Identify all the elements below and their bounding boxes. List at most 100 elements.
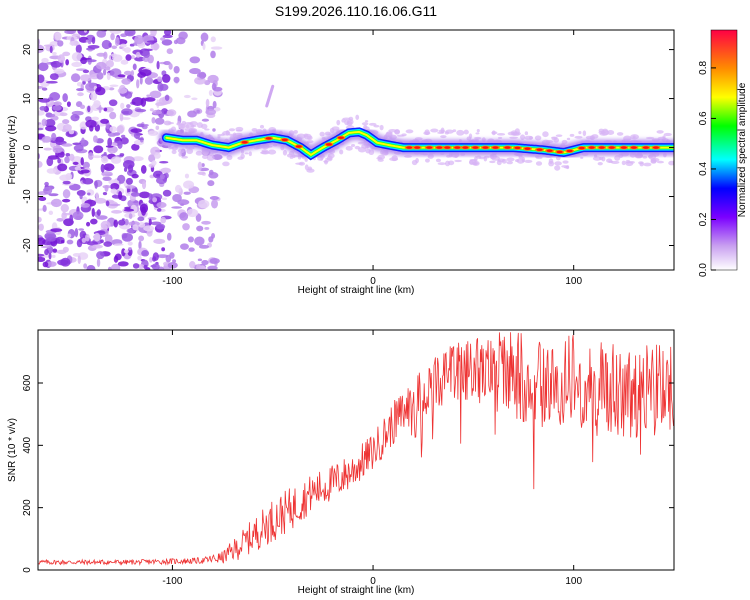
track-halo	[326, 155, 333, 162]
top-x-ticks: -100 0 100	[162, 30, 582, 287]
track-halo	[550, 136, 558, 139]
noise-blob	[80, 169, 90, 174]
noise-blob	[64, 30, 75, 34]
noise-blob	[131, 173, 139, 179]
noise-blob	[136, 123, 146, 128]
noise-blob	[109, 84, 119, 88]
track-hot-spot	[265, 137, 272, 140]
noise-blob	[101, 155, 109, 164]
noise-blob	[141, 206, 147, 216]
noise-blob	[79, 104, 86, 109]
track-halo	[222, 130, 231, 136]
noise-blob	[72, 142, 81, 146]
noise-blob	[163, 120, 172, 126]
track-halo	[589, 135, 595, 141]
noise-blob	[175, 184, 182, 193]
noise-blob	[49, 73, 59, 80]
noise-blob	[138, 222, 146, 228]
track-halo	[235, 126, 244, 132]
noise-blob	[62, 180, 71, 185]
track-halo	[657, 136, 666, 141]
noise-blob	[96, 209, 101, 216]
noise-blob	[102, 68, 107, 76]
noise-blob	[120, 59, 129, 65]
track-halo	[452, 129, 457, 133]
noise-blob	[162, 34, 173, 39]
noise-blob	[125, 185, 136, 189]
top-y-axis-label: Frequency (Hz)	[7, 116, 18, 185]
noise-blob	[210, 46, 223, 50]
snr-panel: -100 0 100 0 200 400 600 Height of straight l…	[7, 329, 675, 596]
noise-blob	[90, 92, 98, 101]
noise-blob	[171, 206, 182, 209]
track-halo	[167, 121, 174, 125]
track-hot-spot	[426, 146, 433, 149]
track-hot-spot	[504, 146, 511, 149]
track-halo	[170, 146, 174, 150]
noise-blob	[168, 63, 173, 70]
noise-blob	[46, 157, 54, 167]
noise-blob	[117, 140, 123, 149]
noise-blob	[56, 217, 64, 222]
track-hot-spot	[325, 143, 332, 146]
noise-blob	[151, 160, 157, 166]
noise-blob	[50, 198, 62, 208]
noise-blob	[98, 104, 102, 114]
noise-blob	[62, 119, 70, 125]
snr-frame	[37, 329, 675, 571]
track-halo	[209, 152, 214, 157]
noise-blob	[80, 202, 91, 208]
noise-blob	[161, 197, 168, 201]
noise-blob	[154, 117, 165, 125]
colorbar-tick-label: 0.2	[698, 212, 709, 226]
noise-blob	[162, 74, 171, 83]
noise-blob	[88, 152, 94, 160]
noise-blob	[93, 145, 104, 154]
noise-blob	[52, 145, 63, 154]
noise-blob	[108, 87, 115, 91]
noise-blob	[41, 57, 49, 64]
bottom-x-ticks: -100 0 100	[162, 330, 582, 587]
noise-blob	[38, 253, 45, 257]
noise-blob	[85, 119, 97, 128]
noise-blob	[117, 74, 126, 78]
noise-blob	[166, 48, 174, 55]
colorbar-tick-label: 0.4	[698, 162, 709, 176]
noise-blob	[113, 255, 119, 263]
noise-blob	[142, 56, 150, 62]
track-halo	[248, 151, 252, 157]
noise-blob	[102, 176, 112, 181]
noise-blob	[48, 193, 59, 197]
noise-blob	[75, 44, 82, 54]
noise-blob	[137, 216, 145, 222]
noise-blob	[114, 36, 120, 47]
noise-blob	[53, 68, 65, 74]
noise-blob	[135, 51, 141, 58]
noise-blob	[140, 164, 147, 174]
noise-blob	[48, 210, 54, 216]
track-halo	[474, 136, 482, 140]
track-halo	[483, 156, 488, 162]
noise-blob	[117, 87, 128, 94]
noise-blob	[86, 221, 91, 227]
track-hot-spot	[598, 146, 605, 149]
noise-blob	[212, 100, 217, 109]
track-halo	[365, 145, 369, 149]
noise-blob	[160, 37, 166, 41]
noise-blob	[111, 45, 118, 50]
track-halo	[307, 166, 313, 171]
track-halo	[267, 149, 277, 155]
noise-blob	[67, 233, 72, 238]
track-halo	[610, 160, 620, 164]
noise-blob	[125, 177, 133, 185]
track-halo	[423, 131, 431, 136]
noise-blob	[45, 125, 57, 132]
noise-blob	[92, 155, 102, 159]
track-halo	[566, 137, 571, 141]
track-halo	[435, 158, 441, 163]
noise-blob	[156, 177, 167, 185]
track-halo	[601, 156, 606, 162]
noise-blob	[108, 99, 118, 107]
track-hot-spot	[536, 148, 543, 151]
track-hot-spot	[462, 146, 469, 149]
